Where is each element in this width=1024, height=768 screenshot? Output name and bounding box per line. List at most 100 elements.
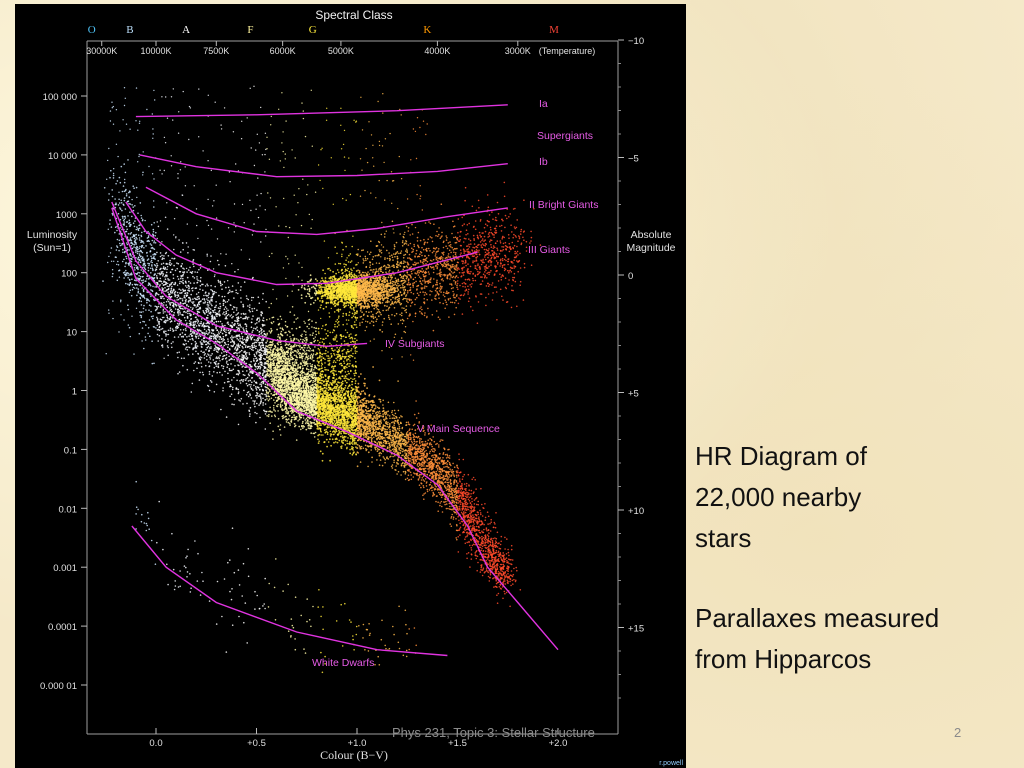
star-point	[133, 187, 135, 189]
star-point	[449, 523, 452, 525]
star-point	[471, 509, 473, 512]
star-point	[422, 446, 424, 449]
star-point	[246, 346, 249, 349]
star-point	[381, 428, 383, 430]
star-point	[249, 386, 252, 388]
star-point	[468, 484, 470, 486]
star-point	[174, 294, 177, 297]
star-point	[448, 448, 450, 451]
star-point	[376, 447, 379, 450]
star-point	[143, 230, 146, 233]
star-point	[204, 302, 206, 304]
star-point	[427, 468, 429, 470]
star-point	[392, 455, 394, 458]
star-point	[110, 247, 113, 249]
star-point	[178, 371, 181, 373]
star-point	[196, 276, 198, 278]
star-point	[293, 416, 296, 419]
star-point	[141, 282, 144, 284]
star-point	[255, 386, 257, 388]
star-point	[254, 400, 256, 402]
star-point	[166, 314, 168, 317]
star-point	[343, 435, 346, 438]
star-point	[216, 357, 219, 360]
star-point	[243, 360, 246, 363]
star-point	[481, 515, 484, 517]
star-point	[382, 413, 384, 416]
star-point	[222, 387, 224, 389]
star-point	[419, 455, 421, 458]
star-point	[448, 470, 451, 473]
star-point	[136, 245, 138, 248]
star-point	[458, 497, 460, 500]
star-point	[449, 481, 452, 483]
star-point	[457, 509, 460, 512]
star-point	[500, 569, 502, 572]
star-point	[410, 440, 413, 443]
star-point	[182, 364, 184, 367]
star-point	[182, 277, 184, 280]
star-point	[409, 433, 411, 436]
star-point	[465, 489, 467, 492]
star-point	[215, 357, 217, 359]
star-point	[484, 516, 487, 519]
star-point	[502, 597, 504, 600]
star-point	[445, 487, 447, 490]
star-point	[159, 277, 162, 280]
star-point	[301, 374, 304, 377]
star-point	[478, 520, 480, 523]
star-point	[319, 372, 322, 375]
star-point	[266, 334, 268, 336]
star-point	[201, 343, 204, 346]
star-point	[465, 485, 468, 487]
star-point	[246, 318, 249, 320]
star-point	[469, 566, 471, 568]
star-point	[151, 362, 154, 365]
star-point	[452, 462, 454, 465]
star-point	[440, 496, 443, 499]
star-point	[499, 584, 502, 586]
star-point	[231, 308, 234, 310]
star-point	[184, 289, 187, 292]
star-point	[135, 287, 138, 289]
star-point	[202, 289, 204, 292]
star-point	[352, 449, 355, 451]
star-point	[395, 436, 397, 439]
star-point	[260, 313, 262, 316]
star-point	[455, 481, 458, 483]
star-point	[158, 334, 161, 337]
star-point	[214, 285, 216, 288]
star-point	[164, 287, 166, 289]
star-point	[133, 267, 136, 269]
star-point	[277, 410, 279, 412]
star-point	[245, 355, 248, 357]
star-point	[143, 347, 145, 350]
star-point	[464, 503, 467, 506]
star-point	[159, 252, 162, 254]
star-point	[203, 299, 206, 301]
star-point	[460, 496, 463, 498]
star-point	[206, 253, 208, 256]
star-point	[199, 356, 202, 358]
star-point	[180, 275, 183, 278]
star-point	[262, 319, 265, 322]
star-point	[227, 321, 229, 324]
star-point	[141, 287, 144, 289]
star-point	[495, 580, 498, 582]
star-point	[207, 309, 210, 312]
star-point	[208, 307, 211, 309]
star-point	[444, 453, 447, 456]
star-point	[376, 442, 379, 444]
star-point	[170, 310, 173, 313]
star-point	[166, 341, 169, 343]
star-point	[111, 195, 114, 198]
star-point	[387, 423, 389, 426]
star-point	[210, 335, 213, 338]
star-point	[177, 372, 179, 375]
star-point	[371, 461, 373, 463]
star-point	[484, 540, 487, 542]
star-point	[205, 364, 207, 367]
star-point	[159, 280, 162, 282]
star-point	[139, 292, 141, 295]
